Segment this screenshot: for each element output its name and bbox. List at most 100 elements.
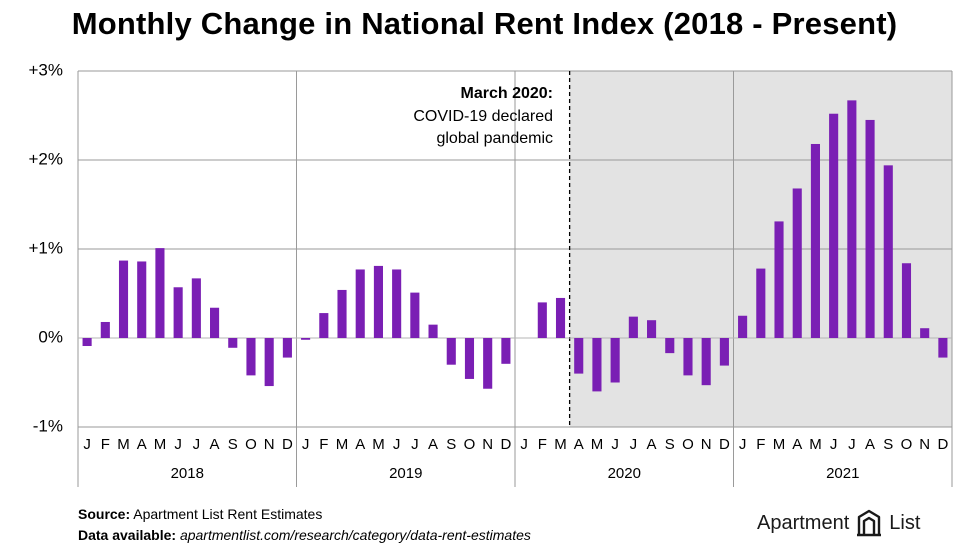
- bar-2018-6: [173, 287, 183, 338]
- month-tick-label: N: [264, 436, 275, 453]
- bar-2019-3: [337, 289, 347, 338]
- apartment-list-logo: Apartment List: [757, 508, 920, 538]
- bar-2019-7: [410, 292, 420, 338]
- month-tick-label: A: [865, 436, 875, 453]
- data-label: Data available:: [78, 527, 177, 543]
- y-tick-label: +3%: [29, 60, 64, 79]
- month-tick-label: N: [482, 436, 493, 453]
- apartment-list-logo-icon: [857, 509, 882, 537]
- month-tick-label: J: [83, 436, 91, 453]
- bar-2020-3: [555, 297, 566, 338]
- month-tick-label: J: [411, 436, 419, 453]
- month-tick-label: J: [611, 436, 619, 453]
- month-tick-label: M: [773, 436, 786, 453]
- month-tick-label: J: [174, 436, 182, 453]
- bar-2021-1: [738, 315, 748, 338]
- bar-2020-10: [683, 338, 693, 376]
- bar-2020-2: [537, 302, 547, 338]
- year-label: 2019: [389, 465, 422, 482]
- bar-2019-2: [319, 313, 329, 338]
- month-tick-label: J: [393, 436, 401, 453]
- month-tick-label: S: [665, 436, 675, 453]
- month-tick-label: S: [446, 436, 456, 453]
- month-tick-label: D: [937, 436, 948, 453]
- bar-2021-10: [901, 263, 912, 338]
- bar-2019-5: [373, 265, 383, 338]
- bar-2020-6: [610, 338, 620, 383]
- source-note: Source: Apartment List Rent Estimates: [78, 506, 322, 522]
- bar-2018-10: [246, 338, 256, 376]
- bar-2020-7: [628, 316, 638, 338]
- chart-title: Monthly Change in National Rent Index (2…: [71, 6, 898, 41]
- year-label: 2018: [171, 465, 204, 482]
- bar-2018-3: [118, 260, 129, 338]
- month-tick-label: J: [739, 436, 747, 453]
- month-tick-label: M: [336, 436, 349, 453]
- month-tick-label: J: [848, 436, 856, 453]
- month-tick-label: J: [302, 436, 310, 453]
- bar-2019-9: [446, 338, 456, 365]
- year-label: 2021: [826, 465, 859, 482]
- month-tick-label: O: [464, 436, 476, 453]
- month-tick-label: M: [554, 436, 567, 453]
- month-tick-label: S: [228, 436, 238, 453]
- month-tick-label: M: [809, 436, 822, 453]
- bar-2018-8: [210, 307, 220, 338]
- month-tick-label: O: [682, 436, 694, 453]
- bar-2020-9: [665, 338, 675, 354]
- month-tick-label: A: [647, 436, 657, 453]
- month-tick-label: J: [830, 436, 838, 453]
- annotation-line-2: global pandemic: [436, 130, 553, 147]
- month-tick-label: F: [756, 436, 765, 453]
- bar-2021-9: [883, 165, 893, 338]
- bar-2019-8: [428, 324, 438, 338]
- month-tick-label: J: [630, 436, 638, 453]
- data-link[interactable]: apartmentlist.com/research/category/data…: [179, 527, 531, 543]
- bar-2019-4: [355, 269, 365, 338]
- bar-2018-2: [100, 321, 110, 338]
- month-tick-label: A: [574, 436, 584, 453]
- month-tick-label: F: [319, 436, 328, 453]
- bar-2021-11: [920, 328, 930, 338]
- month-tick-label: M: [591, 436, 604, 453]
- grid-lines: [77, 70, 953, 487]
- month-tick-label: A: [792, 436, 802, 453]
- month-tick-label: N: [919, 436, 930, 453]
- month-tick-label: N: [701, 436, 712, 453]
- year-label: 2020: [608, 465, 641, 482]
- bar-2018-4: [137, 261, 147, 338]
- bar-2020-8: [647, 320, 657, 338]
- bar-2021-6: [829, 113, 839, 338]
- data-note: Data available: apartmentlist.com/resear…: [78, 527, 531, 543]
- bar-2020-5: [592, 338, 602, 392]
- logo-word-list: List: [889, 511, 921, 534]
- bar-2021-5: [810, 143, 820, 338]
- month-tick-label: M: [154, 436, 167, 453]
- bar-2018-1: [82, 338, 92, 347]
- month-tick-label: M: [117, 436, 130, 453]
- annotation-line-1: COVID-19 declared: [413, 108, 553, 125]
- month-tick-label: F: [101, 436, 110, 453]
- month-tick-label: A: [428, 436, 438, 453]
- annotation-title: March 2020:: [461, 85, 554, 102]
- bar-2018-12: [282, 338, 292, 358]
- bar-2020-11: [701, 338, 711, 386]
- bar-2018-7: [191, 278, 201, 338]
- month-tick-label: A: [137, 436, 147, 453]
- bar-2019-1: [301, 338, 311, 340]
- month-tick-label: F: [538, 436, 547, 453]
- logo-word-apartment: Apartment: [757, 511, 850, 534]
- y-tick-label: +1%: [29, 238, 64, 257]
- bar-series: [82, 100, 948, 392]
- y-tick-label: -1%: [33, 416, 63, 435]
- bar-2019-11: [483, 338, 493, 389]
- bar-2019-10: [464, 338, 475, 379]
- pandemic-annotation: March 2020: COVID-19 declared global pan…: [413, 85, 553, 147]
- month-tick-label: A: [210, 436, 220, 453]
- month-tick-label: D: [719, 436, 730, 453]
- bar-2021-4: [792, 188, 802, 338]
- month-tick-label: D: [282, 436, 293, 453]
- month-tick-label: O: [901, 436, 913, 453]
- bar-2018-9: [228, 338, 238, 348]
